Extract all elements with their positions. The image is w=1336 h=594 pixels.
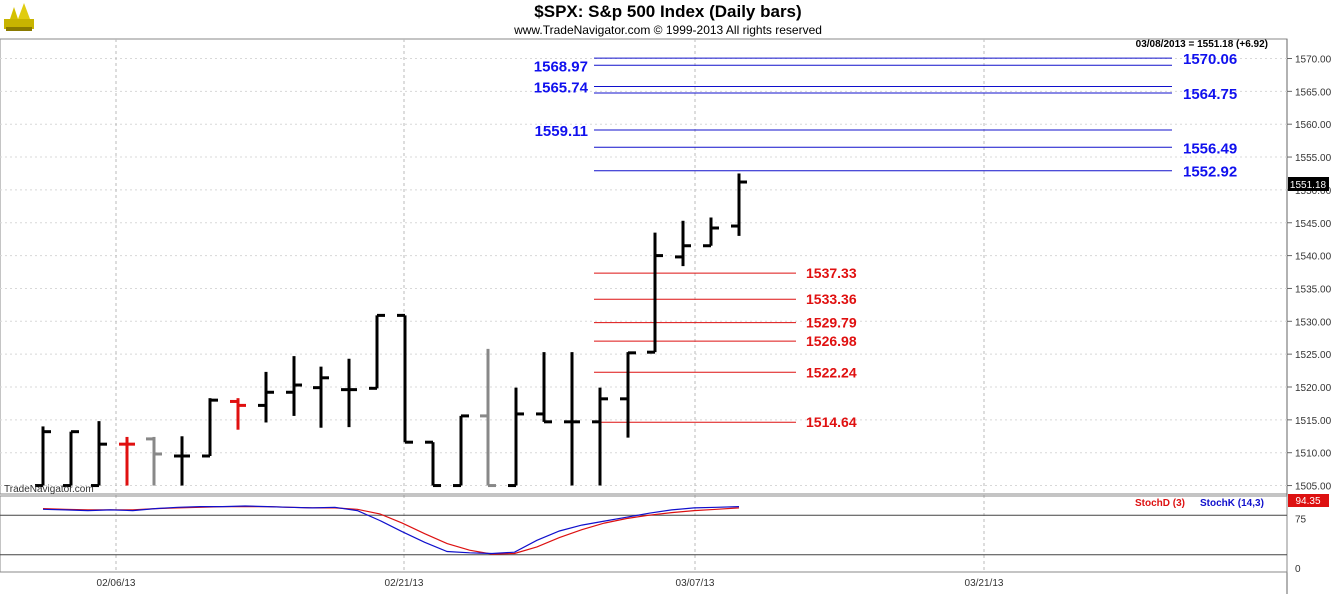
support-label: 1529.79 [806,315,857,331]
ohlc-bar [425,440,441,488]
y-tick-label: 1535.00 [1295,284,1332,295]
ohlc-bar [453,414,469,488]
last-price-tag-label: 1551.18 [1290,180,1327,191]
ohlc-bar [35,426,51,488]
y-tick-label: 1510.00 [1295,449,1332,460]
ohlc-bar [731,173,747,236]
last-price-tag [1288,177,1329,191]
ohlc-bar [119,436,135,486]
y-tick-label: 1560.00 [1295,120,1332,131]
y-tick-label: 1530.00 [1295,317,1332,328]
support-label: 1514.64 [806,414,857,430]
price-panel-frame [0,38,1288,495]
support-label: 1522.24 [806,364,857,380]
ohlc-bar [174,436,190,486]
x-tick-label: 02/06/13 [97,578,136,589]
copyright-text: www.TradeNavigator.com © 1999-2013 All r… [513,23,822,37]
last-quote-text: 03/08/2013 = 1551.18 (+6.92) [1136,39,1268,50]
y-tick-label: 1515.00 [1295,416,1332,427]
stoch-tick-label: 0 [1295,564,1301,575]
ohlc-bar [675,220,691,267]
support-label: 1533.36 [806,291,857,307]
stochastic-panel: 75 0 [0,505,1307,575]
resistance-label: 1564.75 [1183,86,1237,103]
resistance-label: 1552.92 [1183,164,1237,181]
ohlc-bar [202,398,218,458]
y-tick-label: 1550.00 [1295,186,1332,197]
ohlc-bar [536,352,552,424]
y-tick-label: 1545.00 [1295,219,1332,230]
ohlc-bar [508,387,524,488]
watermark-text: TradeNavigator.com [4,484,94,495]
price-axis: 1505.00 1510.00 1515.00 1520.00 1525.00 1530.… [1287,55,1332,493]
ohlc-bar [230,398,246,430]
ohlc-bar [564,352,580,486]
ohlc-bar [341,358,357,428]
y-tick-label: 1555.00 [1295,153,1332,164]
y-tick-label: 1520.00 [1295,383,1332,394]
support-label: 1526.98 [806,333,857,349]
resistance-label: 1565.74 [534,79,589,96]
stoch-last-tag-label: 94.35 [1295,496,1320,507]
stoch-line [42,506,740,555]
ohlc-bar [703,217,719,248]
ohlc-bar [369,313,385,390]
x-tick-label: 02/21/13 [385,578,424,589]
resistance-label: 1568.97 [534,58,588,75]
y-tick-label: 1570.00 [1295,55,1332,66]
stoch-k-legend: StochK (14,3) [1200,498,1264,509]
resistance-label: 1559.11 [535,123,588,140]
y-tick-label: 1540.00 [1295,252,1332,263]
ohlc-bar [286,356,302,416]
ohlc-bar [146,436,162,486]
resistance-label: 1570.06 [1183,51,1237,68]
ohlc-bar [647,232,663,354]
trade-navigator-logo-icon [4,3,34,31]
ohlc-bar [592,387,608,486]
ohlc-bar [313,366,329,428]
price-levels: 1570.06 1568.97 1565.74 1564.75 1559.11 1556.… [534,51,1237,430]
grid-lines [0,39,1287,572]
stochastic-panel-frame [0,495,1288,573]
y-tick-label: 1565.00 [1295,87,1332,98]
ohlc-bar [480,348,496,488]
ohlc-bar [620,351,636,438]
ohlc-bar [91,421,107,488]
stoch-line [42,505,740,555]
ohlc-bar [63,430,79,488]
resistance-label: 1556.49 [1183,140,1237,157]
x-tick-label: 03/21/13 [965,578,1004,589]
stoch-d-legend: StochD (3) [1135,498,1185,509]
x-tick-label: 03/07/13 [676,578,715,589]
support-label: 1537.33 [806,265,857,281]
ohlc-bar [397,313,413,444]
stoch-tick-label: 75 [1295,515,1307,526]
y-tick-label: 1505.00 [1295,482,1332,493]
ohlc-bars [35,173,747,488]
date-axis: 02/06/13 02/21/13 03/07/13 03/21/13 [97,578,1004,589]
chart-title: $SPX: S&p 500 Index (Daily bars) [534,2,801,21]
y-tick-label: 1525.00 [1295,350,1332,361]
ohlc-bar [258,371,274,423]
stoch-last-tag [1288,494,1329,507]
